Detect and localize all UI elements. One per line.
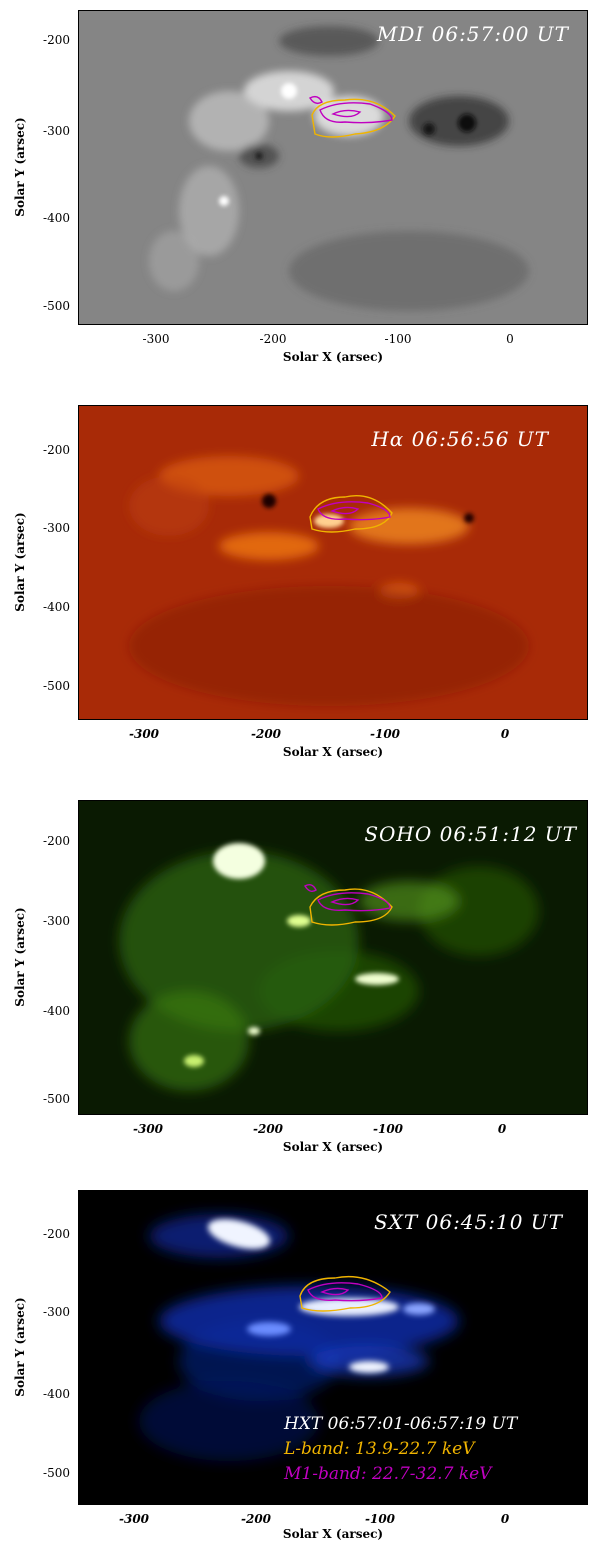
y-tick: -400 (43, 600, 70, 614)
x-tick: -300 (118, 1512, 150, 1526)
soho-title: SOHO 06:51:12 UT (364, 822, 577, 846)
y-axis-label: Solar Y (arsec) (13, 117, 27, 217)
panel-halpha: Hα 06:56:56 UT -200 -300 -400 -500 -300 … (0, 395, 589, 785)
y-tick: -200 (43, 834, 70, 848)
x-axis-label: Solar X (arsec) (282, 1527, 384, 1541)
x-tick: -100 (372, 1122, 404, 1136)
sxt-image (78, 1190, 588, 1505)
legend-m1-band: M1-band: 22.7-32.7 keV (284, 1464, 492, 1484)
y-tick: -200 (43, 1227, 70, 1241)
y-tick: -500 (43, 299, 70, 313)
x-tick: 0 (506, 332, 514, 346)
y-tick: -200 (43, 443, 70, 457)
sxt-title: SXT 06:45:10 UT (373, 1210, 563, 1234)
y-tick: -400 (43, 211, 70, 225)
panel-mdi: MDI 06:57:00 UT -200 -300 -400 -500 -300… (0, 0, 589, 380)
x-tick: 0 (500, 1512, 510, 1526)
y-tick: -400 (43, 1387, 70, 1401)
legend-l-band: L-band: 13.9-22.7 keV (284, 1439, 475, 1459)
y-tick: -200 (43, 33, 70, 47)
x-tick: -200 (259, 332, 287, 346)
y-axis-label: Solar Y (arsec) (13, 1297, 27, 1397)
x-tick: -200 (250, 727, 282, 741)
x-axis-label: Solar X (arsec) (282, 1140, 384, 1154)
y-axis-label: Solar Y (arsec) (13, 512, 27, 612)
halpha-contours (309, 495, 393, 533)
y-tick: -300 (43, 914, 70, 928)
legend-hxt: HXT 06:57:01-06:57:19 UT (284, 1414, 518, 1434)
y-tick: -300 (43, 521, 70, 535)
x-tick: -200 (252, 1122, 284, 1136)
x-tick: -300 (128, 727, 160, 741)
x-tick: -300 (142, 332, 170, 346)
panel-soho: SOHO 06:51:12 UT -200 -300 -400 -500 -30… (0, 790, 589, 1175)
y-tick: -500 (43, 1466, 70, 1480)
halpha-image (78, 405, 588, 720)
x-tick: -100 (384, 332, 412, 346)
y-tick: -300 (43, 1305, 70, 1319)
x-tick: -300 (132, 1122, 164, 1136)
x-axis-label: Solar X (arsec) (282, 350, 384, 364)
soho-contours (304, 883, 393, 926)
y-tick: -500 (43, 679, 70, 693)
x-tick: -100 (369, 727, 401, 741)
panel-sxt: SXT 06:45:10 UT -200 -300 -400 -500 -300… (0, 1180, 589, 1544)
y-tick: -500 (43, 1092, 70, 1106)
soho-image (78, 800, 588, 1115)
y-tick: -300 (43, 124, 70, 138)
x-tick: 0 (497, 1122, 507, 1136)
mdi-title: MDI 06:57:00 UT (376, 22, 569, 46)
halpha-title: Hα 06:56:56 UT (371, 427, 549, 451)
x-tick: -200 (240, 1512, 272, 1526)
y-axis-label: Solar Y (arsec) (13, 907, 27, 1007)
y-tick: -400 (43, 1004, 70, 1018)
sxt-contours (299, 1275, 391, 1312)
mdi-contours (308, 95, 396, 138)
x-tick: 0 (500, 727, 510, 741)
x-axis-label: Solar X (arsec) (282, 745, 384, 759)
x-tick: -100 (364, 1512, 396, 1526)
